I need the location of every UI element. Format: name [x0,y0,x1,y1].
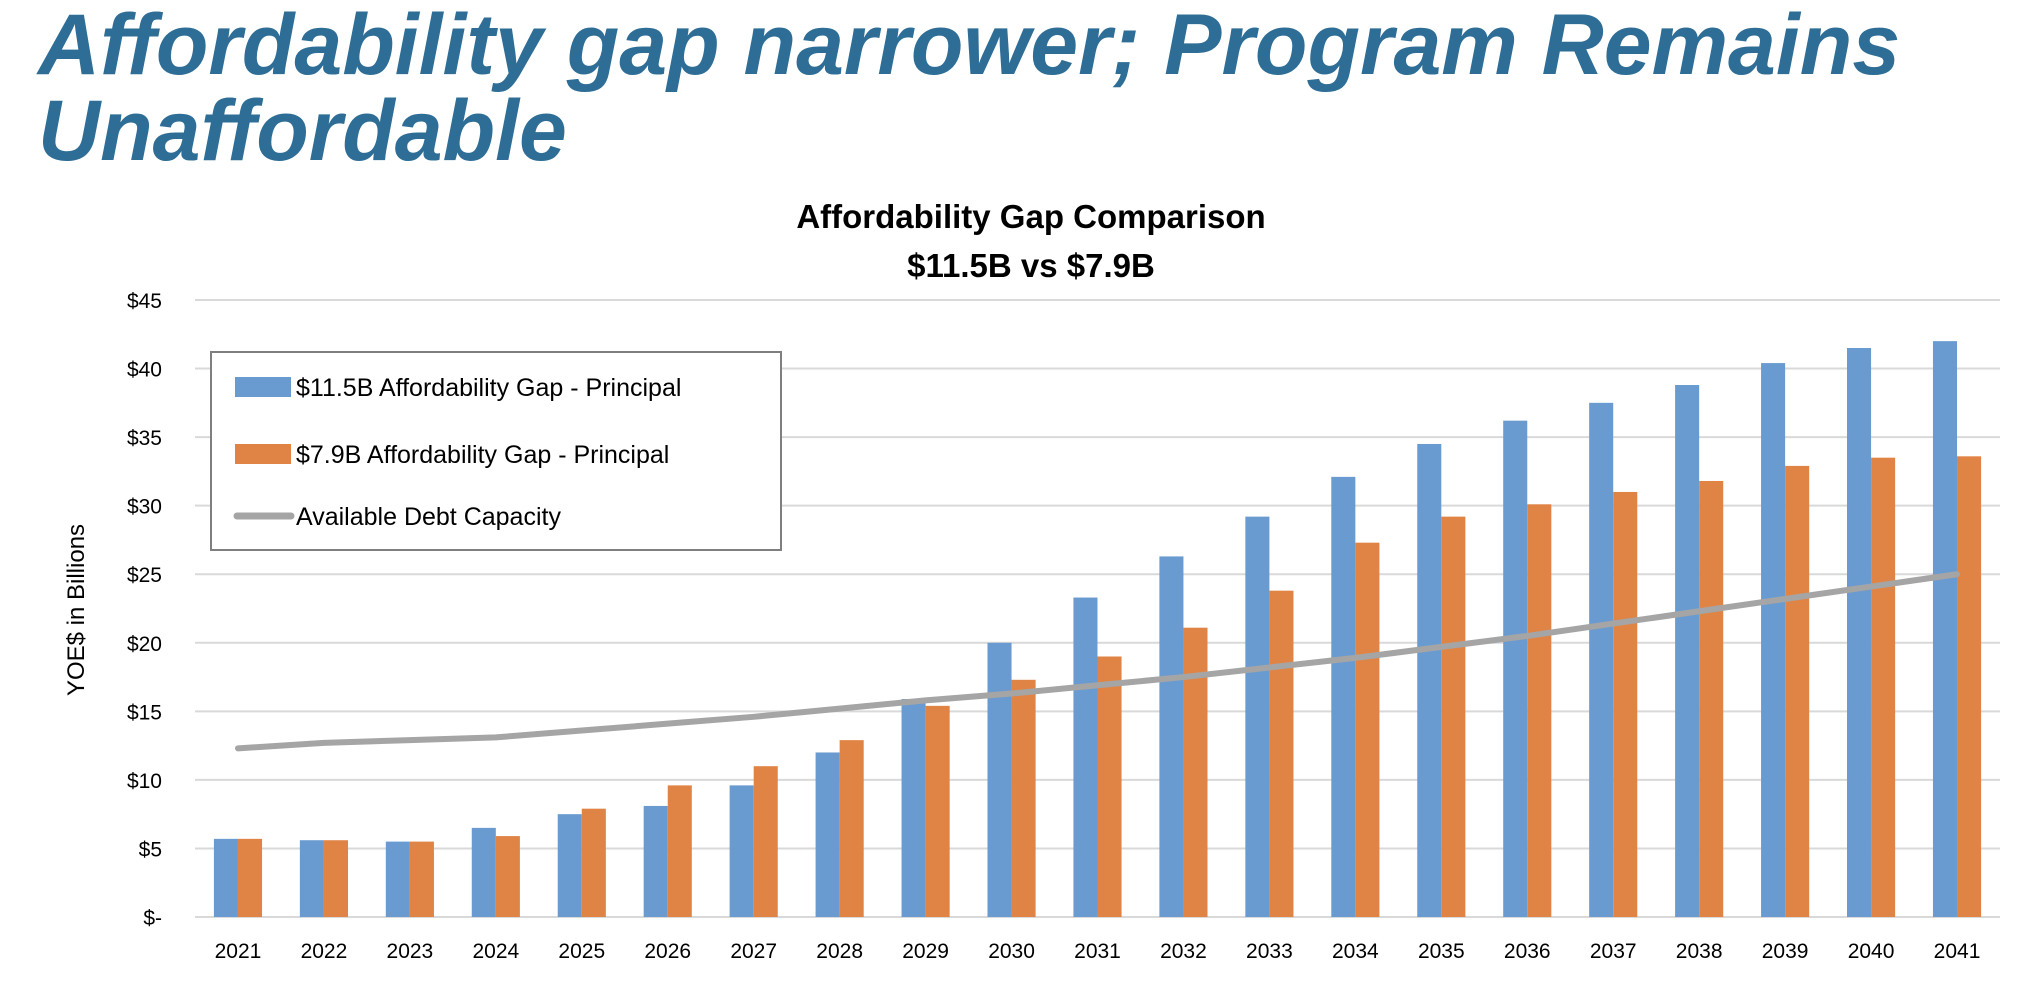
x-tick-label: 2024 [472,940,519,963]
x-tick-label: 2041 [1934,940,1981,963]
legend-label-0: $11.5B Affordability Gap - Principal [296,374,681,402]
bar-11-5b [471,827,496,917]
bar-7-9b [1355,542,1380,917]
x-tick-label: 2031 [1074,940,1121,963]
bar-7-9b [581,808,606,917]
legend-swatch-orange [235,444,291,464]
bar-11-5b [1245,516,1270,917]
y-tick-label: $15 [127,701,162,724]
x-tick-label: 2037 [1590,940,1637,963]
bar-7-9b [323,840,348,917]
x-tick-label: 2030 [988,940,1035,963]
bar-7-9b [1699,480,1724,917]
bar-7-9b [925,705,950,917]
bar-11-5b [1589,402,1614,917]
bar-11-5b [1761,363,1786,917]
bar-11-5b [1159,556,1184,917]
legend-swatch-blue [235,377,291,397]
bar-7-9b [1871,457,1896,917]
bar-11-5b [1417,443,1442,917]
legend-label-2: Available Debt Capacity [296,503,561,531]
slide-title: Affordability gap narrower; Program Rema… [38,0,1901,179]
legend-label-1: $7.9B Affordability Gap - Principal [296,441,669,469]
x-tick-label: 2023 [387,940,434,963]
bar-11-5b [1847,347,1872,917]
chart-subtitle: $11.5B vs $7.9B [907,247,1155,284]
bar-11-5b [901,698,926,917]
y-tick-label: $20 [127,633,162,656]
x-tick-label: 2022 [301,940,348,963]
legend: $11.5B Affordability Gap - Principal $7.… [210,351,782,551]
x-tick-label: 2040 [1848,940,1895,963]
y-tick-label: $30 [127,496,162,519]
y-tick-label: $25 [127,564,162,587]
bar-7-9b [409,841,434,917]
bar-7-9b [667,785,692,917]
x-tick-label: 2028 [816,940,863,963]
bar-11-5b [1675,385,1700,917]
x-tick-label: 2021 [215,940,262,963]
bar-11-5b [987,642,1012,917]
bar-11-5b [1073,597,1098,917]
y-tick-label: $45 [127,290,162,313]
bar-7-9b [1441,516,1466,917]
bar-11-5b [213,838,238,917]
bar-7-9b [1097,656,1122,917]
bar-7-9b [1785,465,1810,917]
y-tick-label: $35 [127,427,162,450]
debt-capacity-line [234,571,1961,752]
bar-11-5b [299,840,324,917]
chart-title: Affordability Gap Comparison [796,198,1265,235]
bar-11-5b [1932,341,1958,918]
bar-11-5b [729,785,754,917]
bar-11-5b [1503,420,1528,917]
bar-7-9b [839,740,864,917]
x-tick-label: 2036 [1504,940,1551,963]
bar-11-5b [643,805,668,917]
bar-7-9b [753,766,778,917]
bar-7-9b [1957,456,1982,917]
bar-11-5b [385,841,410,917]
x-tick-label: 2033 [1246,940,1293,963]
x-tick-label: 2027 [730,940,777,963]
y-axis-label: YOE$ in Billions [63,524,90,696]
bar-11-5b [1331,476,1356,917]
bar-7-9b [495,836,520,917]
bar-7-9b [237,838,263,917]
x-tick-label: 2032 [1160,940,1207,963]
y-tick-label: $40 [127,359,162,382]
bar-7-9b [1011,679,1036,917]
x-tick-label: 2035 [1418,940,1465,963]
y-tick-label: $10 [127,770,162,793]
bar-7-9b [1613,491,1638,917]
bar-11-5b [557,814,582,917]
y-tick-label: $5 [139,838,162,861]
bar-7-9b [1269,590,1294,917]
bar-11-5b [815,752,840,917]
x-tick-label: 2026 [644,940,691,963]
x-tick-label: 2029 [902,940,949,963]
y-tick-label: $- [143,907,162,930]
x-tick-label: 2038 [1676,940,1723,963]
x-tick-label: 2039 [1762,940,1809,963]
bar-7-9b [1527,504,1552,917]
x-tick-label: 2025 [558,940,605,963]
bar-7-9b [1183,627,1208,917]
x-tick-label: 2034 [1332,940,1379,963]
